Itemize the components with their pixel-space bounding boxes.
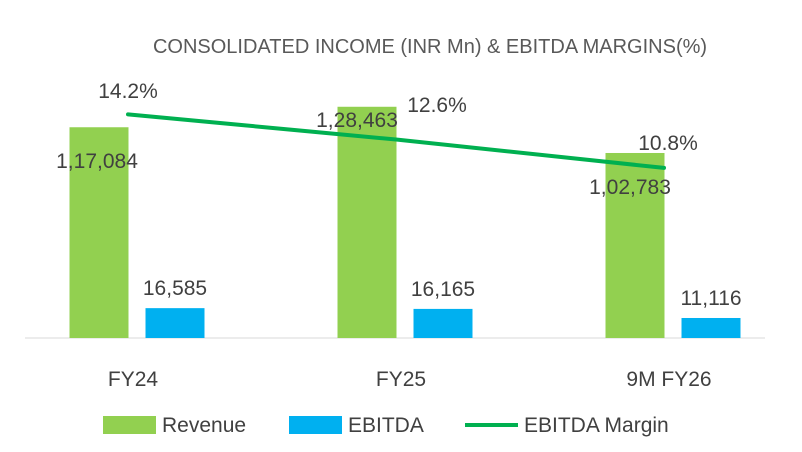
x-tick-label-1: FY25: [376, 368, 426, 391]
bar-revenue-0: [69, 127, 129, 338]
x-tick-label-2: 9M FY26: [626, 368, 711, 391]
label-margin-2: 10.8%: [638, 132, 698, 155]
bar-ebitda-2: [681, 317, 741, 338]
legend-label-margin: EBITDA Margin: [524, 414, 669, 437]
label-revenue-2: 1,02,783: [589, 176, 671, 199]
chart-title: CONSOLIDATED INCOME (INR Mn) & EBITDA MA…: [153, 36, 707, 58]
label-ebitda-0: 16,585: [143, 277, 207, 300]
bar-ebitda-1: [413, 308, 473, 338]
legend: Revenue EBITDA EBITDA Margin: [103, 414, 669, 437]
bar-ebitda-0: [145, 308, 205, 338]
x-tick-label-0: FY24: [108, 368, 159, 391]
label-margin-0: 14.2%: [98, 80, 158, 103]
line-ebitda-margin: [126, 112, 666, 170]
legend-swatch-revenue: [103, 416, 156, 434]
bar-revenue-1: [337, 106, 397, 338]
label-revenue-1: 1,28,463: [316, 109, 398, 132]
legend-swatch-ebitda: [289, 416, 342, 434]
legend-label-revenue: Revenue: [162, 414, 246, 437]
label-margin-1: 12.6%: [407, 94, 467, 117]
label-ebitda-1: 16,165: [411, 278, 475, 301]
label-ebitda-2: 11,116: [680, 287, 741, 310]
bar-revenue-2: [605, 152, 665, 338]
label-revenue-0: 1,17,084: [56, 150, 138, 173]
legend-label-ebitda: EBITDA: [348, 414, 424, 437]
